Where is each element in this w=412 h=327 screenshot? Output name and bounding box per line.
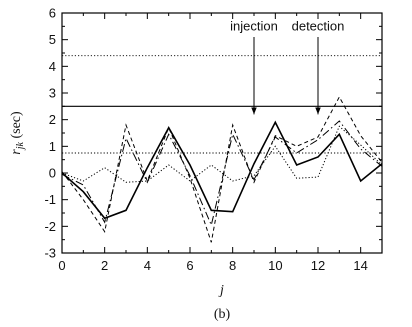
y-tick-label: 4 <box>49 59 56 74</box>
x-tick-label: 10 <box>268 258 282 273</box>
x-tick-label: 4 <box>144 258 151 273</box>
series-layer <box>61 95 383 243</box>
y-axis-label: rjk (sec) <box>9 111 26 155</box>
annotation-injection-label: injection <box>230 18 278 33</box>
y-axis-label-sub: jk <box>15 141 26 151</box>
y-tick-label: 5 <box>49 32 56 47</box>
figure-caption: (b) <box>214 307 231 322</box>
annotation-detection-label: detection <box>292 18 345 33</box>
series-line-3-dotted <box>61 125 383 183</box>
y-tick-label: 0 <box>49 166 56 181</box>
x-axis-label: j <box>218 283 224 298</box>
x-tick-label: 8 <box>229 258 236 273</box>
y-tick-label: -1 <box>44 192 56 207</box>
x-tick-label: 6 <box>186 258 193 273</box>
y-tick-label: -3 <box>44 246 56 261</box>
y-tick-label: 1 <box>49 139 56 154</box>
x-tick-label: 14 <box>353 258 367 273</box>
x-tick-label: 12 <box>311 258 325 273</box>
annotations: injection detection <box>230 18 345 115</box>
series-line-4-dashdot <box>61 120 383 227</box>
y-axis-label-unit: (sec) <box>9 111 24 142</box>
y-axis-label-main: r <box>9 149 24 155</box>
y-tick-label: 2 <box>49 112 56 127</box>
x-tick-label: 2 <box>101 258 108 273</box>
series-line-2-dashed <box>61 95 383 243</box>
threshold-lines <box>62 55 382 154</box>
y-tick-label: -2 <box>44 219 56 234</box>
y-tick-label: 3 <box>49 86 56 101</box>
y-tick-label: 6 <box>49 6 56 21</box>
x-tick-label: 0 <box>58 258 65 273</box>
series-line-1-solid <box>61 120 383 220</box>
